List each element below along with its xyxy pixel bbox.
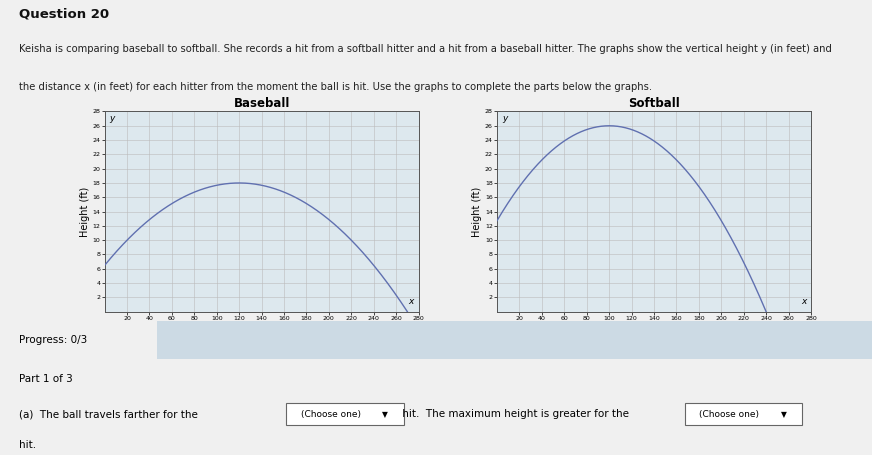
Title: Baseball: Baseball	[234, 97, 290, 110]
Text: ▼: ▼	[780, 410, 787, 419]
Title: Softball: Softball	[628, 97, 680, 110]
Text: y: y	[501, 115, 508, 123]
Text: Keisha is comparing baseball to softball. She records a hit from a softball hitt: Keisha is comparing baseball to softball…	[19, 44, 832, 54]
X-axis label: Distance (ft): Distance (ft)	[623, 325, 685, 335]
Text: (Choose one): (Choose one)	[301, 410, 361, 419]
FancyBboxPatch shape	[685, 403, 802, 425]
Bar	[157, 321, 872, 359]
Text: ▼: ▼	[382, 410, 388, 419]
Text: Part 1 of 3: Part 1 of 3	[19, 374, 73, 384]
Text: x: x	[408, 297, 414, 306]
Text: x: x	[800, 297, 807, 306]
Text: the distance x (in feet) for each hitter from the moment the ball is hit. Use th: the distance x (in feet) for each hitter…	[19, 81, 652, 91]
Text: Progress: 0/3: Progress: 0/3	[19, 335, 87, 345]
X-axis label: Distance (ft): Distance (ft)	[231, 325, 292, 335]
Text: (Choose one): (Choose one)	[699, 410, 760, 419]
Text: y: y	[109, 115, 115, 123]
Text: (a)  The ball travels farther for the: (a) The ball travels farther for the	[19, 409, 198, 419]
FancyBboxPatch shape	[286, 403, 404, 425]
Text: hit.  The maximum height is greater for the: hit. The maximum height is greater for t…	[399, 409, 630, 419]
Text: Question 20: Question 20	[19, 7, 109, 20]
Y-axis label: Height (ft): Height (ft)	[472, 187, 482, 237]
Y-axis label: Height (ft): Height (ft)	[79, 187, 90, 237]
Text: hit.: hit.	[19, 440, 37, 450]
